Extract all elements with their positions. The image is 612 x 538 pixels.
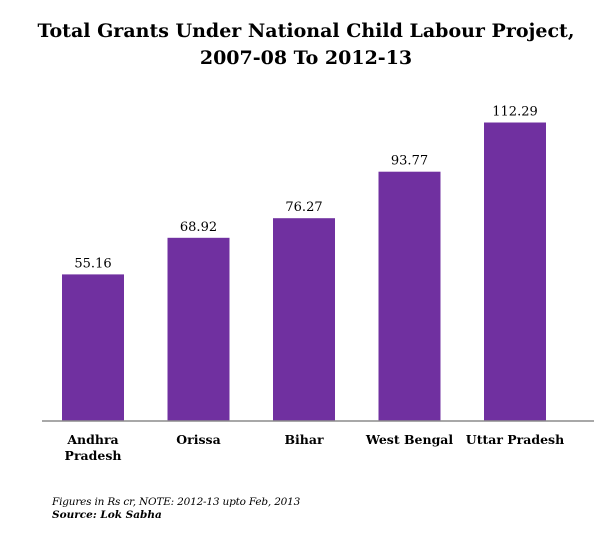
data-label: 55.16	[74, 256, 111, 271]
bar	[273, 218, 335, 421]
x-tick-label: Bihar	[284, 432, 324, 447]
x-tick-label: West Bengal	[365, 432, 454, 447]
x-tick-label: Pradesh	[65, 448, 122, 463]
data-label: 93.77	[391, 154, 428, 169]
chart-title: Total Grants Under National Child Labour…	[0, 18, 612, 72]
x-tick-label: Orissa	[176, 432, 220, 447]
data-label: 76.27	[285, 200, 322, 215]
x-tick-label: Uttar Pradesh	[466, 432, 564, 447]
chart-title-line-1: Total Grants Under National Child Labour…	[37, 20, 575, 42]
figures-note: Figures in Rs cr, NOTE: 2012-13 upto Feb…	[52, 496, 301, 508]
bar	[167, 237, 230, 421]
bar	[484, 122, 546, 421]
source-note: Source: Lok Sabha	[52, 509, 162, 521]
data-label: 68.92	[180, 220, 217, 235]
chart-title-line-2: 2007-08 To 2012-13	[199, 47, 413, 69]
bar	[378, 171, 441, 421]
data-label: 112.29	[492, 105, 538, 120]
x-tick-label: Andhra	[66, 432, 118, 447]
bar	[62, 274, 124, 421]
